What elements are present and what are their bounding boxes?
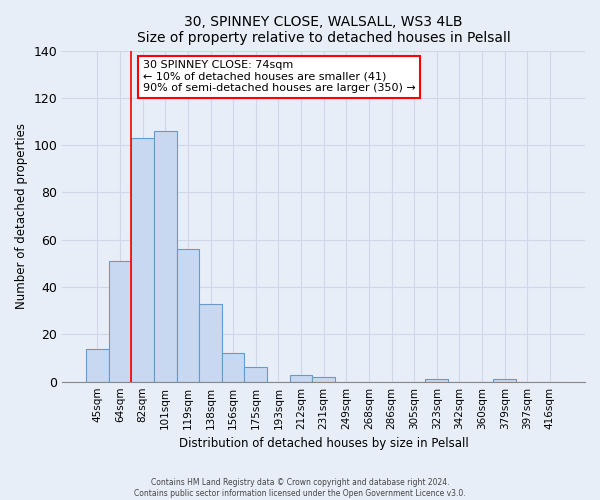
Bar — [244, 368, 267, 382]
Text: Contains HM Land Registry data © Crown copyright and database right 2024.
Contai: Contains HM Land Registry data © Crown c… — [134, 478, 466, 498]
Y-axis label: Number of detached properties: Number of detached properties — [15, 123, 28, 309]
Bar — [222, 354, 244, 382]
Bar — [493, 380, 516, 382]
Title: 30, SPINNEY CLOSE, WALSALL, WS3 4LB
Size of property relative to detached houses: 30, SPINNEY CLOSE, WALSALL, WS3 4LB Size… — [137, 15, 511, 45]
Bar — [176, 249, 199, 382]
Bar — [199, 304, 222, 382]
Bar — [86, 348, 109, 382]
Bar — [131, 138, 154, 382]
Bar — [290, 374, 313, 382]
Bar — [109, 261, 131, 382]
Bar — [154, 131, 176, 382]
Bar — [425, 380, 448, 382]
Bar — [313, 377, 335, 382]
X-axis label: Distribution of detached houses by size in Pelsall: Distribution of detached houses by size … — [179, 437, 469, 450]
Text: 30 SPINNEY CLOSE: 74sqm
← 10% of detached houses are smaller (41)
90% of semi-de: 30 SPINNEY CLOSE: 74sqm ← 10% of detache… — [143, 60, 415, 93]
